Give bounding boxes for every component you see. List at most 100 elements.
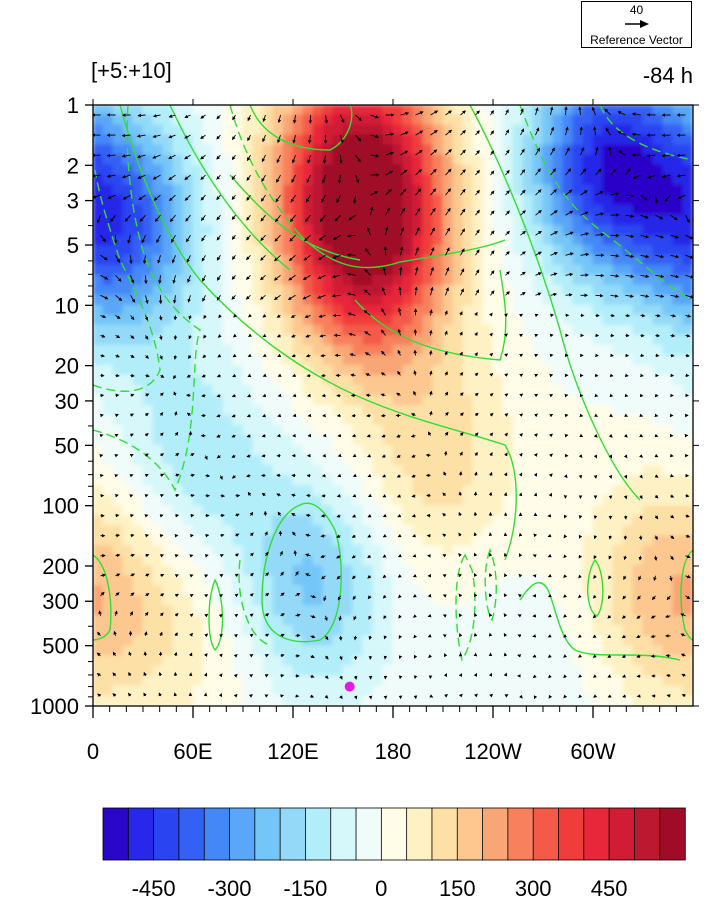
contour-dashed [93, 169, 161, 392]
field-cell [682, 364, 693, 376]
field-cell [242, 354, 254, 366]
field-cell [112, 384, 124, 396]
field-cell [152, 505, 164, 517]
field-cell [282, 415, 294, 427]
field-cell [572, 475, 584, 487]
wind-vector [685, 534, 691, 538]
field-cell [222, 695, 234, 706]
field-cell [462, 334, 474, 346]
field-cell [192, 304, 204, 316]
field-cell [482, 184, 494, 196]
field-cell [302, 425, 314, 437]
field-cell [252, 244, 264, 256]
field-cell [492, 294, 504, 306]
field-cell [412, 665, 424, 677]
wind-vector [265, 613, 270, 617]
field-cell [392, 555, 404, 567]
field-cell [272, 465, 284, 477]
field-cell [372, 144, 384, 156]
field-cell [182, 415, 194, 427]
field-cell [602, 545, 614, 557]
field-cell [592, 425, 604, 437]
field-cell [422, 324, 434, 336]
field-cell [192, 244, 204, 256]
field-cell [472, 154, 484, 166]
wind-vector [144, 611, 149, 617]
field-cell [432, 565, 444, 577]
field-cell [272, 505, 284, 517]
field-cell [292, 174, 304, 186]
field-cell [632, 294, 644, 306]
field-cell [122, 344, 134, 356]
wind-vector [124, 214, 131, 222]
field-cell [442, 615, 454, 627]
field-cell [602, 394, 614, 406]
field-cell [272, 475, 284, 487]
field-cell [282, 445, 294, 457]
field-cell [602, 234, 614, 246]
field-cell [582, 204, 594, 216]
field-cell [222, 244, 234, 256]
field-cell [142, 405, 154, 417]
field-cell [652, 384, 664, 396]
field-cell [552, 675, 564, 687]
field-cell [162, 184, 174, 196]
field-cell [592, 204, 604, 216]
wind-vector [578, 515, 583, 519]
wind-vector [380, 393, 386, 397]
field-cell [492, 214, 504, 226]
field-cell [192, 394, 204, 406]
field-cell [272, 605, 284, 617]
wind-vector [160, 493, 165, 498]
field-cell [502, 415, 514, 427]
field-cell [402, 465, 414, 477]
field-cell [192, 374, 204, 386]
field-cell [502, 485, 514, 497]
field-cell [592, 635, 604, 647]
field-cell [522, 134, 534, 146]
field-cell [432, 314, 444, 326]
field-cell [172, 455, 184, 467]
field-cell [512, 565, 524, 577]
field-cell [572, 565, 584, 577]
field-cell [452, 374, 464, 386]
field-cell [432, 505, 444, 517]
field-cell [632, 304, 644, 316]
field-cell [662, 105, 674, 116]
field-cell [272, 264, 284, 276]
field-cell [442, 425, 454, 437]
field-cell [512, 515, 524, 527]
wind-vector [624, 393, 629, 398]
field-cell [682, 334, 693, 346]
field-cell [132, 575, 144, 587]
wind-vector [276, 493, 281, 497]
field-cell [262, 134, 274, 146]
wind-vector [265, 633, 270, 638]
wind-vector [368, 635, 373, 640]
field-cell [212, 304, 224, 316]
field-cell [592, 515, 604, 527]
field-cell [132, 695, 144, 706]
field-cell [552, 174, 564, 186]
field-cell [672, 405, 684, 417]
wind-vector [114, 610, 118, 616]
wind-vector [246, 154, 251, 162]
field-cell [472, 505, 484, 517]
field-cell [232, 214, 244, 226]
wind-vector [122, 194, 131, 200]
wind-vector [442, 574, 447, 578]
field-cell [682, 465, 693, 477]
field-cell [242, 174, 254, 186]
field-cell [432, 264, 444, 276]
field-cell [662, 405, 674, 417]
wind-vector [233, 633, 238, 638]
field-cell [412, 244, 424, 256]
field-cell [512, 605, 524, 617]
field-cell [292, 184, 304, 196]
field-cell [592, 274, 604, 286]
wind-vector [260, 254, 266, 261]
field-cell [392, 274, 404, 286]
field-cell [432, 585, 444, 597]
field-cell [252, 154, 264, 166]
field-cell [402, 134, 414, 146]
